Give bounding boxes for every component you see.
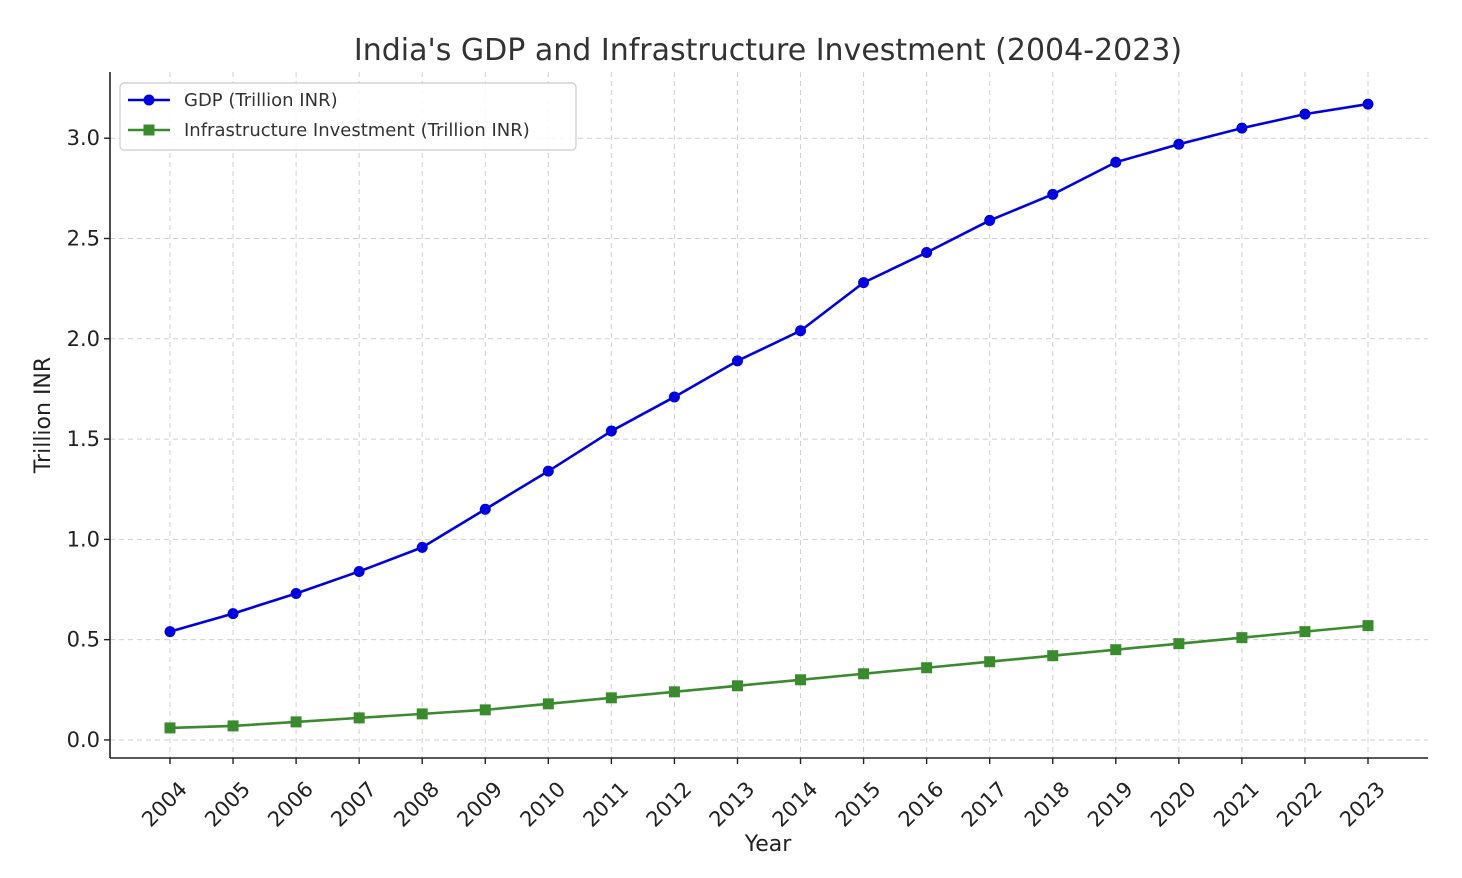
- series-point-gdp: [1110, 156, 1122, 168]
- series-point-gdp: [984, 214, 996, 226]
- series-point-gdp: [353, 565, 365, 577]
- series-point-infrastructure: [668, 686, 680, 698]
- x-tick-label: 2018: [1020, 777, 1075, 832]
- x-tick-label: 2011: [579, 777, 634, 832]
- y-tick-label: 0.5: [67, 628, 100, 652]
- chart-title: India's GDP and Infrastructure Investmen…: [354, 33, 1182, 68]
- series-point-infrastructure: [1173, 638, 1185, 650]
- x-axis-title: Year: [744, 832, 793, 857]
- series-point-gdp: [416, 541, 428, 553]
- x-tick-label: 2007: [326, 777, 381, 832]
- series-point-infrastructure: [858, 668, 870, 680]
- y-tick-label: 0.0: [67, 728, 100, 752]
- legend-marker-1: [143, 124, 155, 136]
- x-tick-label: 2006: [263, 777, 318, 832]
- series-point-gdp: [1236, 122, 1248, 134]
- x-tick-label: 2021: [1209, 777, 1264, 832]
- series-point-infrastructure: [795, 674, 807, 686]
- legend-label-1: Infrastructure Investment (Trillion INR): [184, 120, 530, 141]
- series-point-infrastructure: [731, 680, 743, 692]
- series-point-infrastructure: [984, 656, 996, 668]
- x-tick-label: 2009: [452, 777, 507, 832]
- x-tick-label: 2012: [642, 777, 697, 832]
- series-point-gdp: [605, 425, 617, 437]
- series-point-infrastructure: [416, 708, 428, 720]
- x-tick-label: 2022: [1272, 777, 1327, 832]
- series-point-infrastructure: [1299, 626, 1311, 638]
- series-point-gdp: [542, 465, 554, 477]
- series-point-gdp: [858, 277, 870, 289]
- y-ticks: 0.0 0.5 1.0 1.5 2.0 2.5 3.0: [67, 126, 110, 752]
- series-point-infrastructure: [605, 692, 617, 704]
- series-point-infrastructure: [479, 704, 491, 716]
- x-tick-label: 2004: [137, 777, 192, 832]
- series-line-1: [169, 624, 1369, 730]
- x-tick-label: 2005: [200, 777, 255, 832]
- series-point-infrastructure: [1047, 650, 1059, 662]
- x-tick-label: 2015: [831, 777, 886, 832]
- series-point-infrastructure: [353, 712, 365, 724]
- series-point-gdp: [290, 588, 302, 600]
- y-tick-label: 1.0: [67, 527, 100, 551]
- series-point-gdp: [668, 391, 680, 403]
- series-group: [164, 98, 1374, 734]
- legend-marker-0: [143, 94, 155, 106]
- series-point-infrastructure: [227, 720, 239, 732]
- x-tick-label: 2023: [1335, 777, 1390, 832]
- y-tick-label: 3.0: [67, 126, 100, 150]
- series-point-gdp: [795, 325, 807, 337]
- x-ticks: 2004 2005 2006 2007 2008 2009 2010 2011 2012 2013…: [137, 758, 1390, 832]
- axes: [109, 72, 1428, 759]
- x-tick-label: 2014: [768, 777, 823, 832]
- series-point-gdp: [1299, 108, 1311, 120]
- series-point-gdp: [1047, 188, 1059, 200]
- y-axis-title: Trillion INR: [31, 357, 56, 474]
- series-point-infrastructure: [1110, 644, 1122, 656]
- legend-label-0: GDP (Trillion INR): [184, 90, 338, 111]
- series-point-infrastructure: [1236, 632, 1248, 644]
- y-tick-label: 2.0: [67, 327, 100, 351]
- legend-box: [119, 82, 577, 151]
- y-tick-label: 1.5: [67, 427, 100, 451]
- x-tick-label: 2020: [1146, 777, 1201, 832]
- x-tick-label: 2019: [1083, 777, 1138, 832]
- grid: [110, 72, 1428, 758]
- series-point-infrastructure: [542, 698, 554, 710]
- series-point-infrastructure: [1362, 620, 1374, 632]
- series-line-0: [169, 102, 1369, 633]
- y-tick-label: 2.5: [67, 226, 100, 250]
- x-tick-label: 2016: [894, 777, 949, 832]
- legend: GDP (Trillion INR) Infrastructure Investm…: [119, 82, 577, 151]
- series-point-gdp: [227, 608, 239, 620]
- series-point-gdp: [921, 247, 933, 259]
- x-tick-label: 2013: [705, 777, 760, 832]
- x-tick-label: 2017: [957, 777, 1012, 832]
- series-point-infrastructure: [164, 722, 176, 734]
- series-point-gdp: [164, 626, 176, 638]
- x-tick-label: 2008: [389, 777, 444, 832]
- series-point-gdp: [1173, 138, 1185, 150]
- series-point-gdp: [1362, 98, 1374, 110]
- series-point-infrastructure: [921, 662, 933, 674]
- series-point-gdp: [479, 503, 491, 515]
- x-tick-label: 2010: [515, 777, 570, 832]
- series-point-gdp: [731, 355, 743, 367]
- series-point-infrastructure: [290, 716, 302, 728]
